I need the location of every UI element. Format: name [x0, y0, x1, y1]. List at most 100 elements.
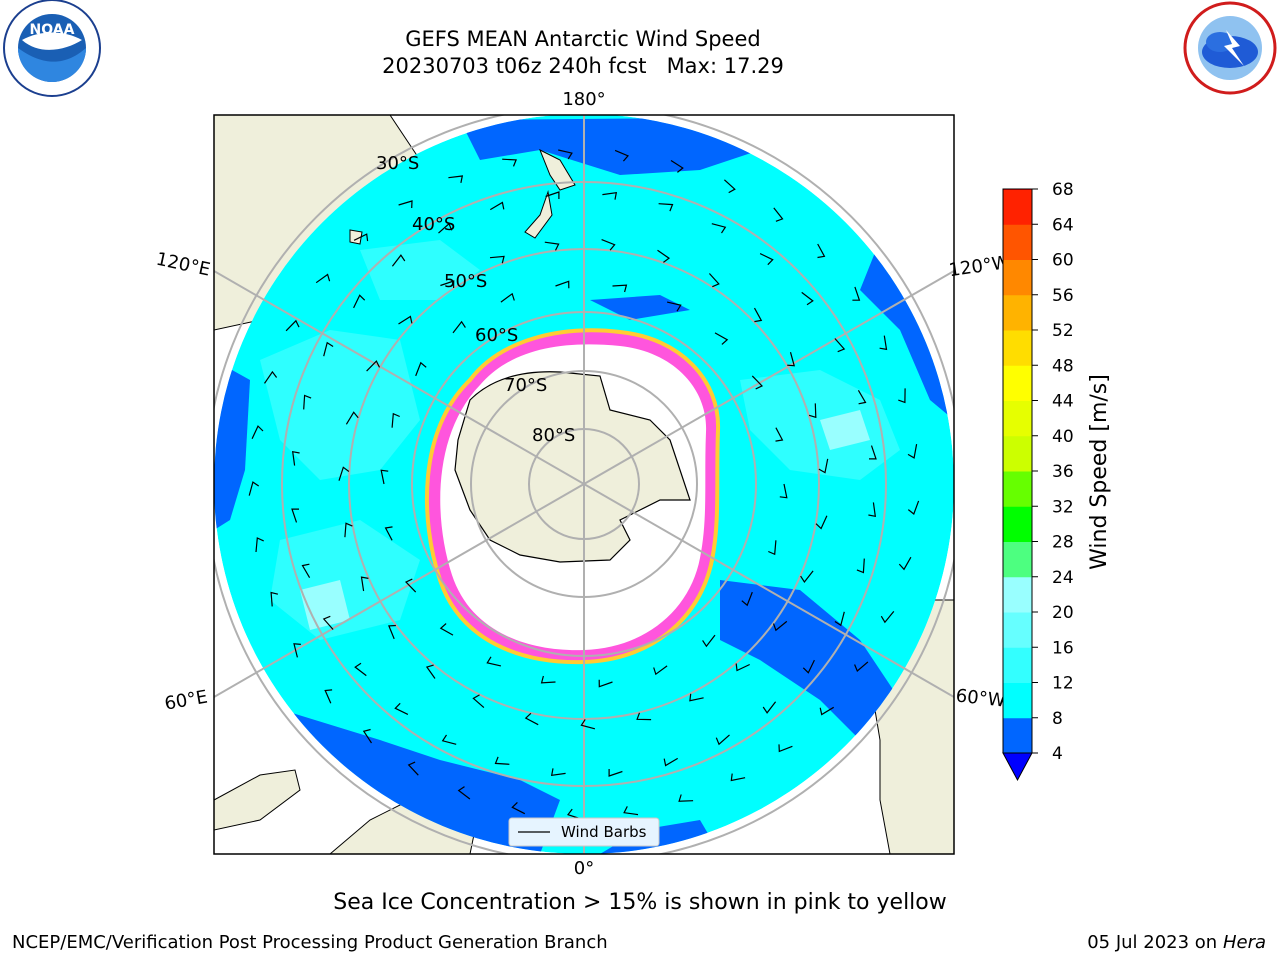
wind-barb	[657, 249, 671, 263]
wind-barb	[787, 352, 796, 367]
wind-barb	[398, 315, 413, 325]
wind-barb	[735, 663, 750, 672]
map-area: Wind Barbs	[214, 115, 954, 854]
wind-barb	[255, 537, 264, 553]
wind-barb	[880, 611, 895, 624]
new-zealand-south	[524, 190, 553, 239]
wind-barb	[550, 768, 566, 777]
lon-label-0: 0°	[574, 858, 594, 879]
lon-label-60w: 60°W	[955, 685, 1007, 711]
nws-logo	[1183, 1, 1277, 95]
australia-land	[214, 115, 421, 331]
wind-barb	[291, 450, 300, 466]
legend-label: Wind Barbs	[561, 823, 647, 841]
wind-barb	[441, 734, 457, 745]
wind-barb	[868, 502, 877, 518]
colorbar-segment	[1003, 471, 1032, 507]
south-america-land	[769, 544, 954, 854]
lon-label-120e: 120°E	[154, 249, 212, 281]
wind-barb	[773, 207, 784, 222]
wind-barb	[714, 332, 729, 345]
wind-barb	[800, 570, 814, 584]
wind-barb	[689, 693, 704, 702]
wind-barb	[834, 611, 845, 627]
wind-barb	[580, 719, 596, 730]
wind-barb	[452, 320, 466, 334]
wind-barb	[612, 284, 628, 293]
colorbar-label: Wind Speed [m/s]	[1087, 374, 1112, 570]
wind-barb	[907, 443, 918, 459]
lat-label-50s: 50°S	[444, 271, 487, 292]
wind-barb	[264, 370, 278, 384]
wind-barb	[601, 239, 616, 251]
wind-barb	[494, 756, 510, 765]
wind-barb	[544, 241, 560, 251]
colorbar-segment	[1003, 259, 1032, 296]
wind-barb	[323, 341, 334, 357]
tasmania-land	[349, 229, 363, 245]
footer-machine: Hera	[1222, 932, 1266, 953]
footer-date-text: 05 Jul 2023 on	[1087, 932, 1218, 953]
colorbar-segment	[1003, 647, 1032, 683]
wind-barb	[856, 558, 865, 574]
wind-barb	[394, 702, 409, 715]
wind-barb	[425, 664, 436, 679]
wind-barb	[366, 360, 381, 372]
wind-barb	[614, 149, 629, 162]
wind-barb	[301, 563, 311, 579]
wind-barb	[438, 222, 453, 234]
africa-land	[329, 789, 479, 854]
wind-barb	[285, 319, 300, 332]
colorbar-tick-label: 4	[1052, 744, 1063, 764]
wind-barb	[388, 624, 396, 640]
colorbar-border	[1002, 188, 1033, 754]
lat-label-40s: 40°S	[412, 214, 455, 235]
colorbar-segment	[1003, 224, 1032, 260]
wind-barb	[545, 191, 560, 199]
legend-box	[508, 817, 660, 847]
sea-ice-edge	[424, 328, 721, 665]
noaa-logo: NOAA	[3, 0, 101, 97]
wind-barb	[540, 675, 556, 684]
wind-barb	[558, 149, 573, 160]
wind-barb	[702, 634, 716, 648]
wind-barb	[857, 389, 867, 405]
wind-barb	[768, 540, 777, 556]
wind-barb	[524, 712, 539, 726]
wind-barb	[778, 744, 793, 753]
footer-credit: NCEP/EMC/Verification Post Processing Pr…	[12, 932, 608, 953]
wind-barb	[753, 307, 763, 323]
wind-barb	[723, 179, 736, 194]
wind-barb	[344, 522, 353, 538]
lat-label-80s: 80°S	[532, 425, 575, 446]
lat-label-70s: 70°S	[504, 375, 547, 396]
wind-barb	[322, 615, 334, 630]
wind-barb	[602, 191, 618, 200]
wind-barb	[404, 578, 417, 593]
wind-barb	[398, 200, 413, 209]
colorbar-tick-label: 12	[1052, 674, 1074, 694]
wind-barb	[362, 728, 373, 744]
colorbar-tick-label: 44	[1052, 392, 1074, 412]
wind-barb	[819, 706, 835, 716]
colorbar-under-arrow	[1002, 752, 1033, 782]
wind-barb	[338, 466, 350, 481]
wind-barb	[907, 500, 920, 515]
wind-barb	[636, 712, 652, 721]
wind-barb	[391, 254, 406, 267]
wind-barb	[779, 483, 788, 499]
wind-barb	[741, 591, 753, 607]
colorbar-top-cap	[1003, 189, 1032, 190]
colorbar-segment	[1003, 717, 1032, 754]
wind-barb	[360, 576, 369, 592]
colorbar-segment	[1003, 435, 1032, 472]
lat-label-30s: 30°S	[376, 153, 419, 174]
wind-barb	[303, 394, 312, 410]
colorbar-segment	[1003, 506, 1032, 542]
wind-barb	[439, 623, 454, 636]
wind-barb	[708, 273, 720, 288]
wind-barb	[715, 734, 730, 746]
colorbar-tick-label: 8	[1052, 709, 1063, 729]
